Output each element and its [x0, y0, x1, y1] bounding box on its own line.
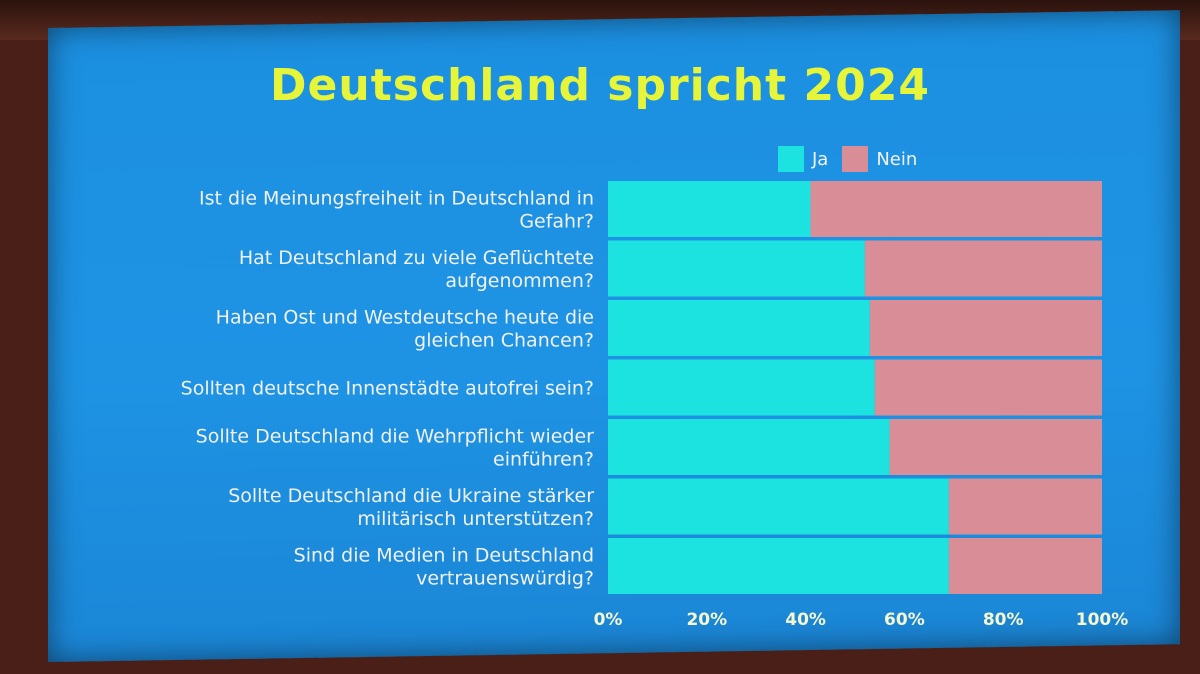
bar-ja-0: [608, 181, 811, 237]
legend-swatch-ja: [778, 146, 804, 172]
bar-ja-5: [608, 478, 949, 535]
bar-nein-1: [864, 240, 1102, 297]
x-tick-label-5: 100%: [1076, 610, 1129, 630]
legend-item-ja: Ja: [778, 146, 828, 172]
category-label-6: Sind die Medien in Deutschland vertrauens…: [294, 545, 594, 590]
bar-nein-6: [948, 538, 1102, 594]
bar-ja-3: [608, 359, 875, 416]
x-tick-label-1: 20%: [686, 610, 727, 630]
legend-swatch-nein: [842, 146, 869, 172]
bar-nein-4: [889, 419, 1102, 475]
legend-label-ja: Ja: [812, 148, 829, 170]
category-label-5: Sollte Deutschland die Ukraine stärker mi…: [228, 485, 594, 530]
bar-nein-5: [948, 478, 1102, 535]
bar-nein-2: [869, 300, 1102, 356]
bar-nein-3: [874, 359, 1102, 416]
x-tick-label-4: 80%: [983, 610, 1024, 630]
x-tick-label-0: 0%: [594, 610, 623, 630]
legend-item-nein: Nein: [842, 146, 917, 172]
category-label-2: Haben Ost und Westdeutsche heute die glei…: [216, 307, 594, 352]
x-tick-label-3: 60%: [884, 610, 925, 630]
x-tick-label-2: 40%: [785, 610, 826, 630]
bar-ja-2: [608, 300, 870, 356]
category-label-3: Sollten deutsche Innenstädte autofrei se…: [181, 378, 594, 400]
legend-label-nein: Nein: [876, 148, 918, 170]
chart-legend: Ja Nein: [778, 146, 931, 172]
category-label-0: Ist die Meinungsfreiheit in Deutschland …: [199, 188, 594, 233]
bar-ja-4: [608, 419, 890, 475]
bar-nein-0: [810, 181, 1102, 237]
chart-title: Deutschland spricht 2024: [270, 60, 930, 111]
bar-ja-6: [608, 538, 949, 594]
bar-ja-1: [608, 240, 865, 297]
category-label-4: Sollte Deutschland die Wehrpflicht wiede…: [196, 426, 595, 471]
category-label-1: Hat Deutschland zu viele Geflüchtete aufg…: [239, 247, 594, 292]
